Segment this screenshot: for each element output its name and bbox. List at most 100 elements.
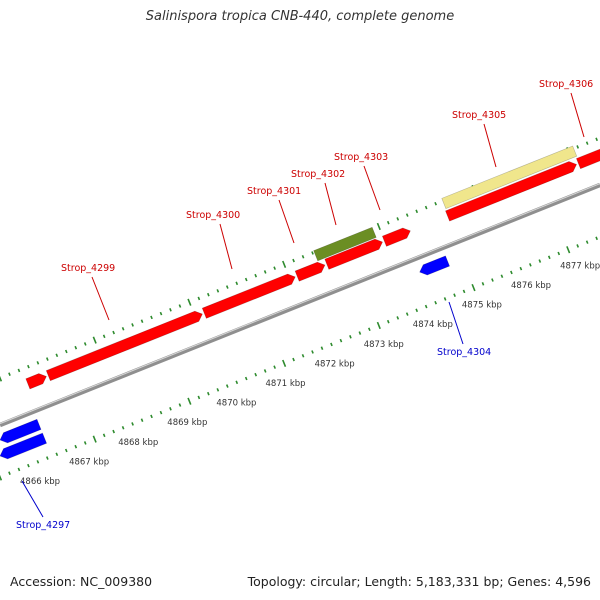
gene-label-strop-4299: Strop_4299 [61,263,115,274]
minor-tick [150,315,153,320]
major-tick [187,397,192,405]
minor-tick [121,425,125,430]
leader-line-strop-4303 [363,165,381,211]
gene-label-strop-4297: Strop_4297 [16,520,70,531]
major-tick [92,336,97,344]
feature-pale [441,145,578,209]
minor-tick [529,263,532,267]
minor-tick [74,345,78,350]
minor-tick [292,357,295,362]
leader-line-strop-4301 [278,199,295,244]
minor-tick [159,410,163,415]
minor-tick [159,311,163,316]
minor-tick [197,296,201,301]
minor-tick [131,323,134,327]
scale-label: 4871 kbp [266,379,306,389]
minor-tick [386,220,390,225]
scale-label: 4868 kbp [118,438,158,448]
minor-tick [396,316,400,320]
minor-tick [358,331,362,335]
minor-tick [235,281,239,286]
minor-tick [301,353,305,358]
leader-line-strop-4304 [448,301,464,345]
minor-tick [292,258,295,263]
minor-tick [557,251,561,256]
backbone-highlight [0,183,600,425]
minor-tick [27,364,30,369]
gene-arrow-strop-4297 [0,432,47,460]
scale-label: 4874 kbp [413,320,453,330]
major-tick [376,321,381,330]
minor-tick [8,471,11,475]
minor-tick [83,342,87,346]
minor-tick [349,335,352,339]
minor-tick [273,365,276,369]
feature-green [313,226,377,262]
major-tick [471,283,476,292]
minor-tick [55,452,59,457]
minor-tick [225,285,229,289]
minor-tick [330,342,333,347]
minor-tick [27,463,30,468]
minor-tick [112,330,115,335]
minor-tick [121,326,125,331]
major-tick [0,375,3,382]
gene-arrow-strop-4300 [201,273,296,319]
minor-tick [207,391,210,396]
gene-label-strop-4306: Strop_4306 [539,79,593,90]
gene-arrow-strop-4299 [45,310,203,382]
scale-label: 4876 kbp [511,281,551,291]
minor-tick [519,266,523,271]
minor-tick [481,282,485,286]
gene-arrow-strop-4305 [445,161,577,222]
gene-arrow-strop-4298 [25,373,47,390]
minor-tick [169,308,172,312]
minor-tick [443,297,447,301]
minor-tick [36,460,40,464]
minor-tick [254,273,258,278]
gene-arrow-strop-4301 [294,261,326,282]
minor-tick [74,444,78,449]
scale-labels: 4866 kbp 4867 kbp 4868 kbp 4869 kbp 4870 kbp… [20,261,600,487]
minor-tick [225,384,229,388]
scale-label: 4875 kbp [462,301,502,311]
minor-tick [140,319,144,323]
major-tick [376,222,381,231]
scale-label: 4873 kbp [364,340,404,350]
minor-tick [585,240,589,244]
minor-tick [491,278,494,282]
minor-tick [595,137,598,142]
minor-tick [386,319,390,324]
minor-tick [83,441,87,445]
backbone-track [0,182,600,428]
minor-tick [64,349,68,354]
minor-tick [405,213,409,217]
minor-tick [263,369,267,373]
minor-tick [320,346,324,350]
minor-tick [244,376,248,381]
scale-label: 4866 kbp [20,477,60,487]
minor-tick [547,255,551,260]
minor-tick [216,289,220,293]
minor-tick [102,433,106,438]
leader-line-strop-4306 [570,92,585,138]
minor-tick [595,236,598,241]
minor-tick [510,270,513,275]
leader-line-strop-4297 [21,480,44,518]
major-tick [187,298,192,306]
minor-tick [244,277,248,282]
minor-tick [424,205,428,210]
backbone-line [0,182,600,428]
gene-label-strop-4305: Strop_4305 [452,110,506,121]
major-tick [566,246,571,254]
minor-tick [207,292,210,297]
leader-line-strop-4299 [91,276,110,321]
accession-text: Accession: NC_009380 [10,574,153,589]
scale-label: 4877 kbp [560,261,600,271]
minor-tick [424,304,428,309]
minor-tick [17,467,21,472]
major-tick [282,359,287,367]
map-title: Salinispora tropica CNB-440, complete ge… [145,9,455,24]
minor-tick [197,395,201,400]
